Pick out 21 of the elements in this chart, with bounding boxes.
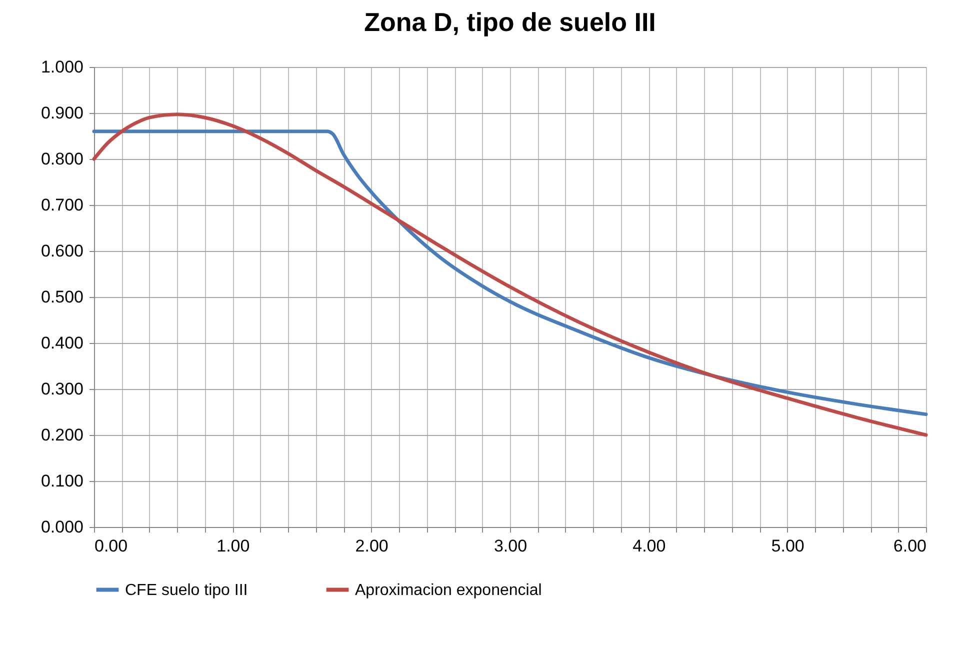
y-tick-label: 0.700 bbox=[40, 196, 84, 214]
chart-title: Zona D, tipo de suelo III bbox=[364, 7, 656, 37]
y-tick-label: 0.200 bbox=[40, 426, 84, 444]
y-tick-label: 1.000 bbox=[40, 58, 84, 76]
y-tick-label: 0.100 bbox=[40, 472, 84, 490]
x-tick-label: 1.00 bbox=[216, 536, 250, 556]
x-tick-label: 2.00 bbox=[355, 536, 388, 556]
y-tick-label: 0.900 bbox=[40, 104, 84, 122]
y-tick-label: 0.600 bbox=[40, 242, 84, 260]
y-tick-label: 0.500 bbox=[40, 288, 84, 306]
x-tick-label: 0.00 bbox=[94, 536, 128, 556]
x-tick-label: 4.00 bbox=[632, 536, 666, 556]
y-tick-label: 0.400 bbox=[40, 334, 84, 352]
x-tick-label: 3.00 bbox=[494, 536, 528, 556]
x-tick-label: 5.00 bbox=[771, 536, 804, 556]
legend-label: CFE suelo tipo III bbox=[125, 582, 248, 599]
y-tick-label: 0.800 bbox=[40, 150, 84, 168]
y-tick-label: 0.300 bbox=[40, 380, 84, 398]
legend-label: Aproximacion exponencial bbox=[355, 582, 542, 599]
y-tick-label: 0.000 bbox=[40, 518, 84, 536]
x-tick-label: 6.00 bbox=[893, 536, 926, 556]
